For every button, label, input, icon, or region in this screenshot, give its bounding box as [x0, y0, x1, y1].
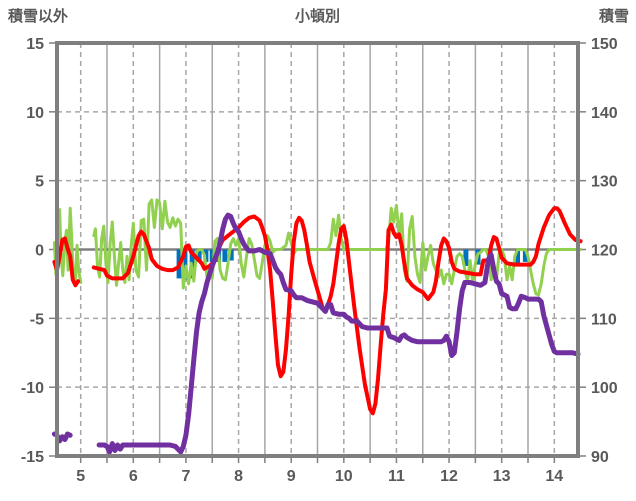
x-axis-label: 5	[76, 468, 85, 485]
right-axis-label: 120	[591, 243, 618, 260]
x-axis-label: 6	[129, 468, 138, 485]
x-axis-label: 9	[287, 468, 296, 485]
left-axis-label: 15	[26, 36, 44, 53]
chart-title: 小頓別	[294, 8, 340, 25]
blue-bars	[463, 249, 469, 266]
right-axis-label: 110	[591, 311, 617, 328]
right-axis-label: 130	[591, 174, 618, 191]
left-axis-label: -15	[21, 449, 44, 466]
right-axis-label: 140	[591, 105, 618, 122]
blue-bars	[196, 249, 202, 262]
x-axis-label: 10	[335, 468, 353, 485]
blue-bars	[209, 249, 215, 262]
x-axis-label: 12	[440, 468, 458, 485]
right-axis-label: 100	[591, 380, 618, 397]
purple-line	[96, 212, 581, 455]
x-axis-label: 13	[493, 468, 511, 485]
blue-bars	[522, 249, 528, 262]
x-axis-label: 14	[545, 468, 563, 485]
left-axis-label: 5	[35, 174, 44, 191]
right-axis-title: 積雪	[598, 8, 629, 25]
left-axis-label: 10	[26, 105, 44, 122]
x-axis-label: 11	[388, 468, 405, 485]
x-axis-label: 8	[234, 468, 243, 485]
right-axis-label: 150	[591, 36, 618, 53]
right-axis-label: 90	[591, 449, 609, 466]
blue-bars	[182, 249, 188, 280]
blue-bars	[515, 249, 520, 265]
x-axis-label: 7	[181, 468, 190, 485]
left-axis-label: -10	[21, 380, 44, 397]
plot-frame	[55, 41, 580, 458]
blue-bars	[228, 249, 234, 261]
blue-bars	[222, 249, 228, 262]
left-axis-title: 積雪以外	[8, 8, 69, 25]
left-axis-label: 0	[35, 243, 44, 260]
left-axis-label: -5	[30, 311, 44, 328]
red-line	[91, 206, 583, 416]
